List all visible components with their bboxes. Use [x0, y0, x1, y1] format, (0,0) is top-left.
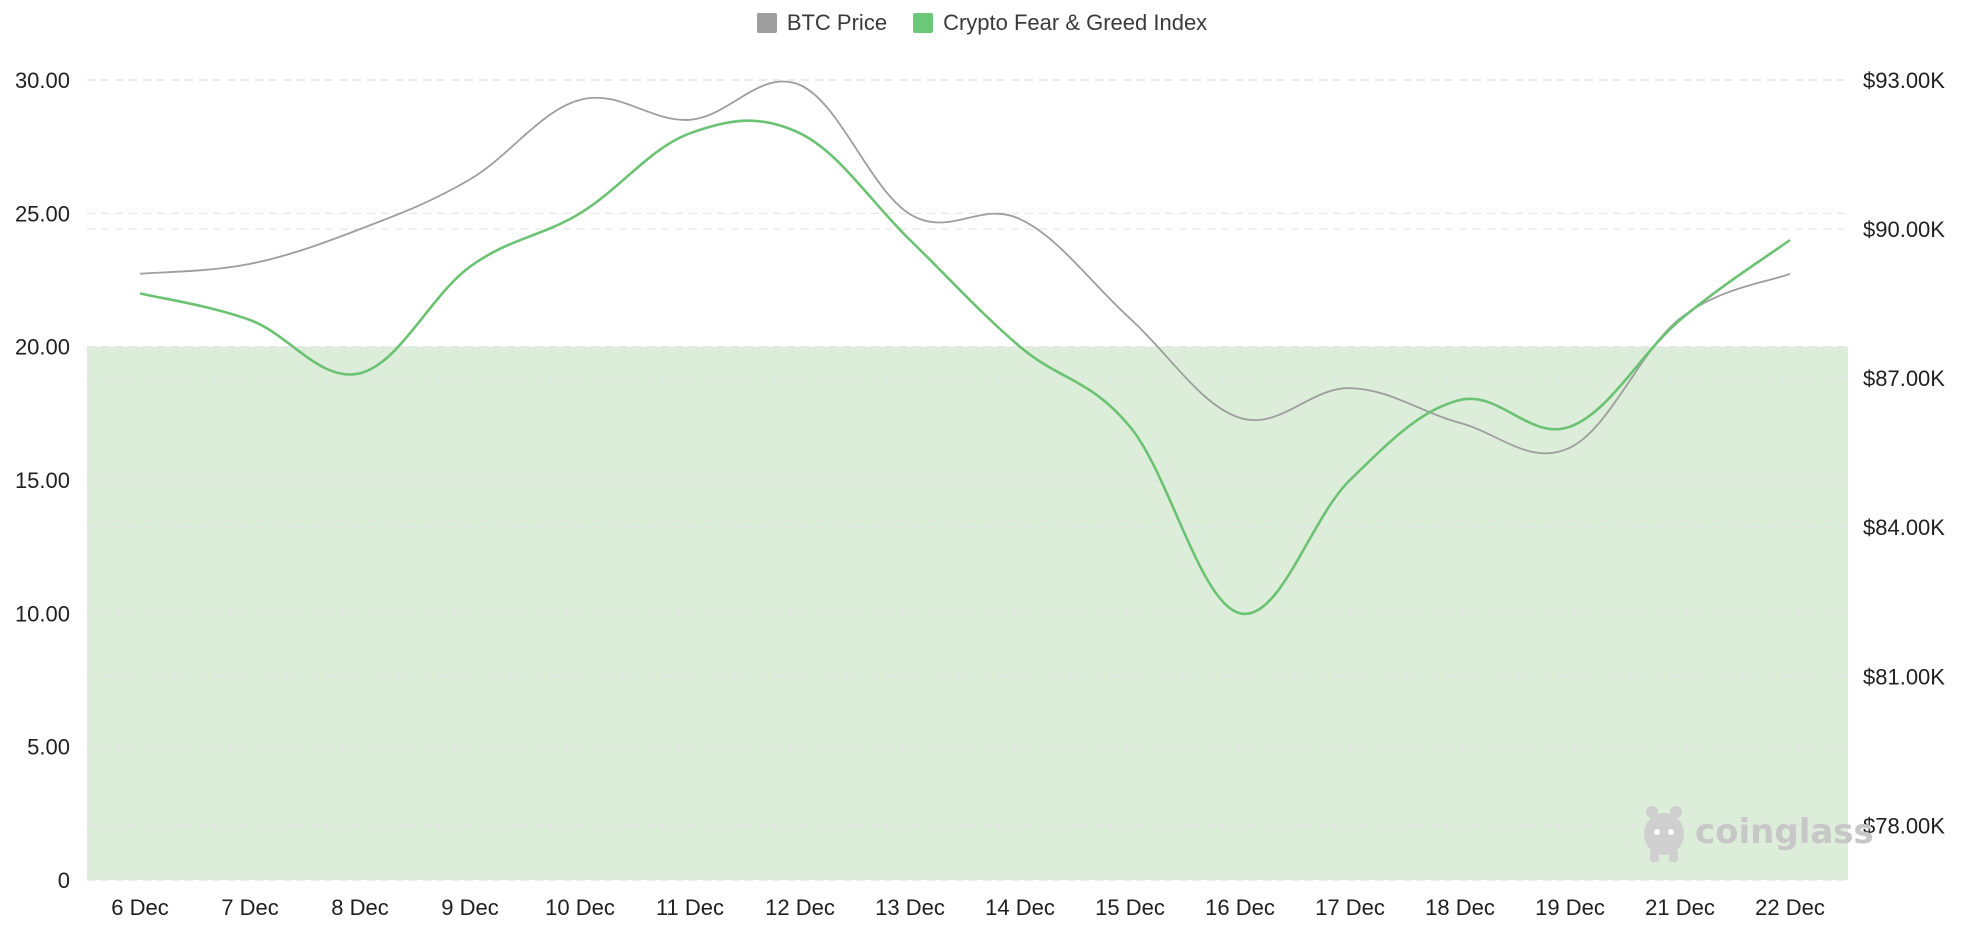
watermark-brand: coinglass: [1695, 812, 1874, 852]
x-axis-tick-label: 10 Dec: [545, 895, 615, 920]
left-axis-tick-label: 15.00: [15, 468, 70, 493]
x-axis-tick-label: 7 Dec: [221, 895, 278, 920]
x-axis-tick-label: 17 Dec: [1315, 895, 1385, 920]
x-axis-tick-label: 21 Dec: [1645, 895, 1715, 920]
x-axis-tick-label: 9 Dec: [441, 895, 498, 920]
legend-swatch-btc-price: [756, 13, 777, 33]
x-axis-tick-label: 15 Dec: [1095, 895, 1165, 920]
series-line-btc-price: [139, 80, 1791, 455]
right-axis-tick-label: $78.00K: [1863, 813, 1945, 838]
watermark: coinglass: [1644, 806, 1874, 862]
x-axis-tick-label: 13 Dec: [875, 895, 945, 920]
series-layer: [139, 80, 1791, 616]
x-axis-tick-label: 11 Dec: [656, 895, 724, 920]
fear-zone-layer: [87, 346, 1848, 881]
series-line-fear-greed: [139, 119, 1791, 616]
right-axis-tick-label: $84.00K: [1863, 515, 1945, 540]
axis-layer: 0 5.00 10.00 15.00 20.00 25.00 30.00 $78.00K $81…: [15, 68, 1945, 920]
legend-item-fear-greed[interactable]: Crypto Fear & Greed Index: [913, 10, 1207, 36]
legend-label-fear-greed: Crypto Fear & Greed Index: [943, 10, 1208, 35]
x-axis-tick-label: 22 Dec: [1755, 895, 1825, 920]
coinglass-logo-icon: [1644, 806, 1684, 862]
left-axis-tick-label: 0: [58, 868, 70, 893]
x-axis-tick-label: 6 Dec: [111, 895, 168, 920]
fear-zone-band: [87, 346, 1848, 881]
x-axis-tick-label: 19 Dec: [1535, 895, 1605, 920]
legend-swatch-fear-greed: [913, 13, 934, 33]
x-axis-tick-label: 18 Dec: [1425, 895, 1495, 920]
legend-item-btc-price[interactable]: BTC Price: [756, 10, 888, 36]
x-axis-tick-label: 12 Dec: [765, 895, 835, 920]
left-axis-tick-label: 20.00: [15, 335, 70, 360]
left-axis-tick-label: 25.00: [15, 201, 70, 226]
left-axis-tick-label: 30.00: [15, 68, 70, 93]
right-axis-tick-label: $90.00K: [1863, 217, 1945, 242]
legend: BTC Price Crypto Fear & Greed Index: [0, 10, 1964, 36]
right-axis-tick-label: $87.00K: [1863, 366, 1945, 391]
left-axis-tick-label: 5.00: [27, 735, 70, 760]
legend-label-btc-price: BTC Price: [786, 10, 888, 35]
x-axis-tick-label: 8 Dec: [331, 895, 388, 920]
left-axis-tick-label: 10.00: [15, 601, 70, 626]
right-axis-tick-label: $93.00K: [1863, 68, 1945, 93]
x-axis-tick-label: 16 Dec: [1205, 895, 1275, 920]
right-axis-tick-label: $81.00K: [1863, 664, 1945, 689]
x-axis-tick-label: 14 Dec: [985, 895, 1055, 920]
